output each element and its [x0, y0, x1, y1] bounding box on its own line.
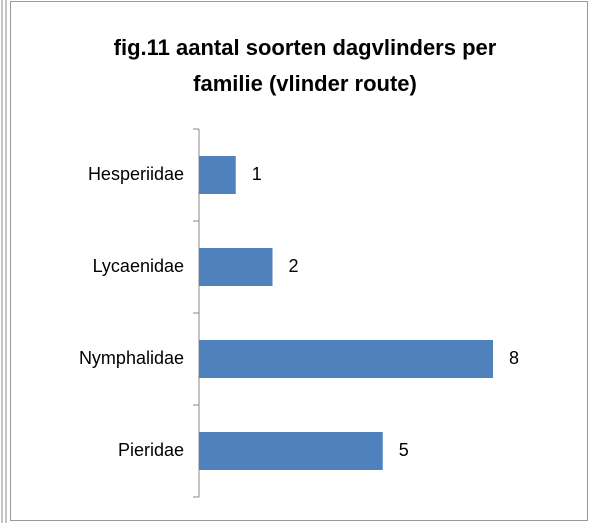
y-tick-label: Lycaenidae: [93, 256, 184, 276]
chart-border: [10, 1, 588, 521]
y-tick-label: Nymphalidae: [79, 348, 184, 368]
y-tick-label: Pieridae: [118, 440, 184, 460]
bar: [199, 248, 273, 286]
bar: [199, 156, 236, 194]
chart-title: fig.11 aantal soorten dagvlinders per fa…: [113, 35, 497, 96]
data-label: 5: [399, 440, 409, 460]
data-label: 2: [289, 256, 299, 276]
y-tick-label: Hesperiidae: [88, 164, 184, 184]
data-label: 8: [509, 348, 519, 368]
bar: [199, 432, 383, 470]
data-label: 1: [252, 164, 262, 184]
bar: [199, 340, 493, 378]
